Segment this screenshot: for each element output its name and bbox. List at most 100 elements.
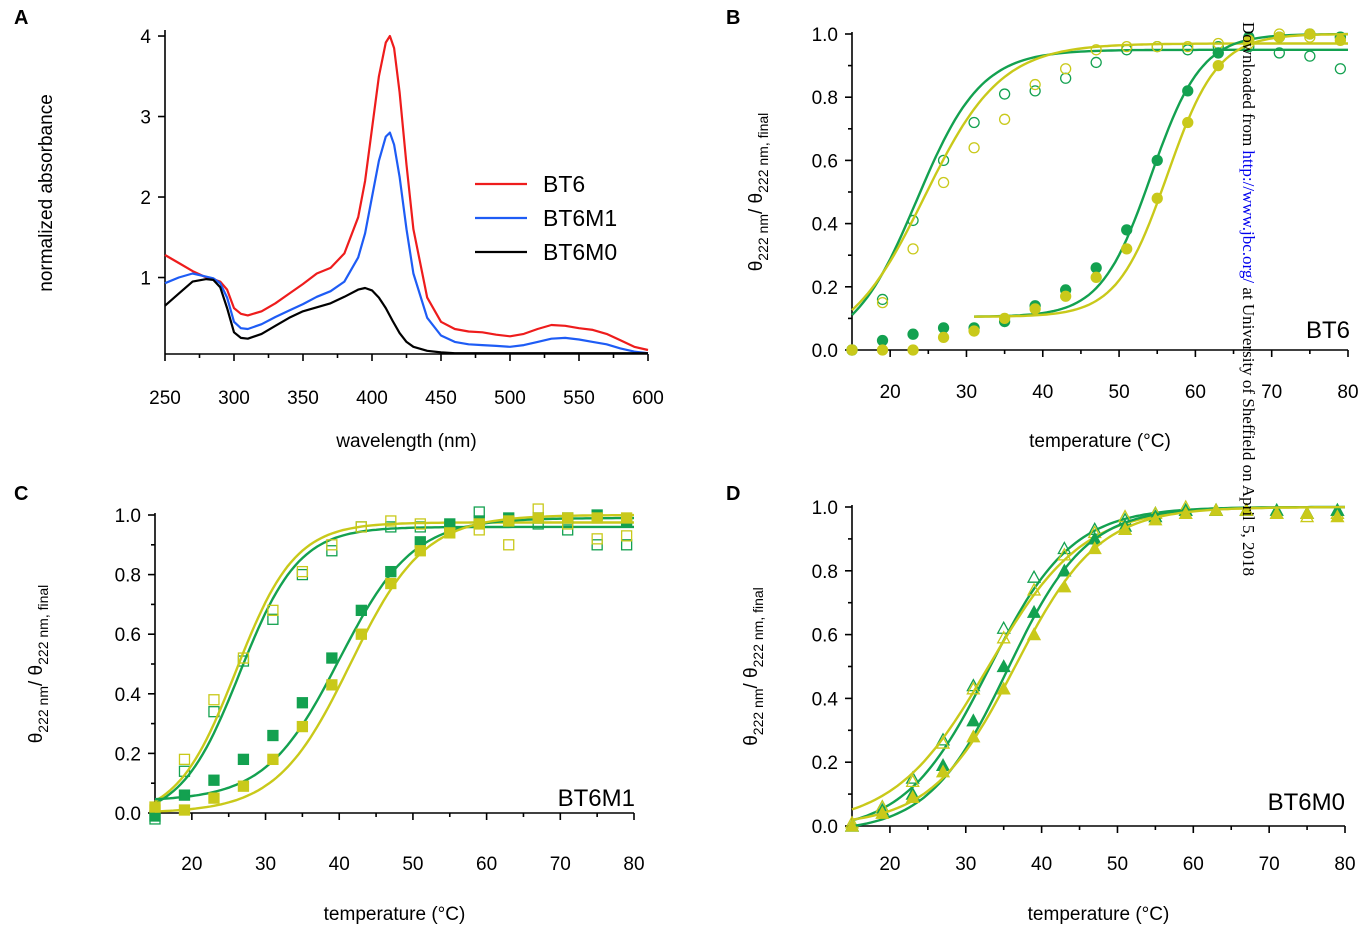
- data-point: [1121, 40, 1133, 53]
- panel-letter: B: [726, 7, 740, 29]
- watermark-text: Downloaded from http://www.jbc.org/ at U…: [1239, 22, 1258, 576]
- y-tick-label: 0.6: [812, 626, 838, 647]
- x-tick-label: 30: [255, 854, 276, 875]
- data-point: [1269, 506, 1284, 520]
- y-axis-title-part: 222 nm: [35, 686, 51, 733]
- x-tick-label: 400: [356, 388, 388, 409]
- watermark-link[interactable]: http://www.jbc.org/: [1239, 150, 1258, 283]
- x-tick-label: 30: [956, 382, 977, 403]
- panel-b: B 20 30 40 50 60 70 80 0.0 0.2 0.4 0.6 0.8 1.0 tempera…: [726, 7, 1359, 452]
- x-tick-label: 20: [181, 854, 202, 875]
- y-axis-title-part: 222 nm, final: [35, 585, 51, 665]
- data-point: [907, 328, 919, 340]
- x-tick-label: 80: [623, 854, 644, 875]
- data-point: [905, 789, 920, 803]
- series-line-bt6m1: [164, 131, 649, 355]
- data-point: [968, 325, 980, 337]
- data-point: [1090, 44, 1102, 56]
- data-point: [1151, 40, 1163, 53]
- data-point: [208, 774, 220, 786]
- data-point: [503, 539, 515, 551]
- panel-name-label: BT6M1: [558, 785, 635, 812]
- data-point: [385, 515, 397, 527]
- data-point: [1182, 116, 1194, 129]
- x-tick-label: 30: [955, 854, 976, 875]
- data-point: [966, 681, 981, 695]
- panel-d: D 20 30 40 50 60 70 80 0.0 0.2 0.4 0.6 0.8 1.0 tempera…: [726, 483, 1356, 925]
- panel-c: C 20 30 40 50 60 70 80 0.0 0.2 0.4 0.6 0.8 1.0 tempera…: [14, 483, 645, 925]
- y-axis-title-part: / θ: [741, 667, 762, 688]
- data-point: [1060, 72, 1072, 84]
- y-tick-label: 1.0: [115, 506, 141, 527]
- data-point: [875, 805, 890, 819]
- data-point: [998, 312, 1011, 325]
- fit-curve: [851, 48, 1348, 316]
- y-axis-title-part: / θ: [26, 665, 47, 686]
- data-point: [1148, 512, 1163, 526]
- x-axis-title: temperature (°C): [1029, 431, 1171, 452]
- x-tick-label: 600: [632, 388, 664, 409]
- data-point: [1121, 224, 1133, 236]
- data-point: [937, 176, 950, 189]
- y-axis-title: θ222 nm/ θ222 nm, final: [26, 585, 51, 744]
- data-point: [876, 296, 889, 309]
- data-point: [414, 518, 426, 530]
- data-point: [237, 780, 250, 792]
- data-point: [1090, 56, 1102, 69]
- y-tick-label: 0.8: [812, 562, 838, 583]
- data-point: [1151, 192, 1163, 204]
- data-point: [1239, 502, 1254, 516]
- data-point: [267, 753, 279, 766]
- data-point: [968, 142, 980, 154]
- data-point: [620, 512, 633, 524]
- data-point: [907, 344, 919, 356]
- fit-curve: [154, 516, 634, 801]
- data-point: [620, 530, 633, 542]
- data-point: [355, 604, 367, 617]
- y-tick-label: 0.2: [812, 753, 838, 774]
- x-tick-label: 40: [1031, 854, 1052, 875]
- data-point: [1090, 262, 1102, 274]
- legend-label: BT6M1: [543, 205, 617, 231]
- data-point: [905, 773, 920, 787]
- watermark-suffix: at University of Sheffield on April 5, 2…: [1239, 287, 1258, 576]
- x-tick-label: 70: [1259, 854, 1280, 875]
- panel-letter: C: [14, 483, 28, 505]
- data-point: [935, 735, 951, 749]
- y-axis-title-part: 222 nm: [755, 214, 771, 261]
- data-point: [473, 518, 485, 530]
- data-point: [326, 539, 338, 551]
- y-tick-label: 2: [140, 188, 151, 209]
- data-point: [996, 659, 1011, 673]
- data-point: [296, 697, 309, 709]
- data-point: [355, 521, 367, 533]
- data-point: [935, 732, 951, 746]
- data-point: [591, 539, 603, 551]
- data-point: [1057, 541, 1072, 555]
- data-point: [1057, 579, 1072, 593]
- fit-curve: [154, 513, 634, 813]
- fit-curve: [851, 505, 1345, 828]
- data-point: [1026, 582, 1042, 596]
- panel-name-label: BT6M0: [1268, 789, 1345, 816]
- y-tick-label: 0.0: [115, 804, 141, 825]
- legend-label: BT6M0: [543, 239, 617, 265]
- x-tick-label: 500: [494, 388, 526, 409]
- data-point: [414, 545, 426, 557]
- data-point: [998, 88, 1011, 100]
- data-point: [1212, 47, 1224, 59]
- data-point: [1299, 506, 1315, 520]
- panel-name-label: BT6: [1306, 317, 1350, 344]
- legend-label: BT6: [543, 171, 585, 197]
- data-point: [1208, 502, 1224, 516]
- data-point: [355, 628, 367, 640]
- y-tick-label: 1: [140, 269, 151, 290]
- data-point: [237, 652, 250, 664]
- y-axis-title: θ222 nm/ θ222 nm, final: [741, 587, 766, 746]
- y-tick-label: 4: [140, 27, 151, 48]
- y-axis-title-part: θ: [746, 261, 767, 272]
- data-point: [296, 565, 309, 578]
- x-axis-title: wavelength (nm): [335, 431, 476, 452]
- data-point: [1273, 47, 1285, 59]
- y-axis-title-part: θ: [741, 735, 762, 746]
